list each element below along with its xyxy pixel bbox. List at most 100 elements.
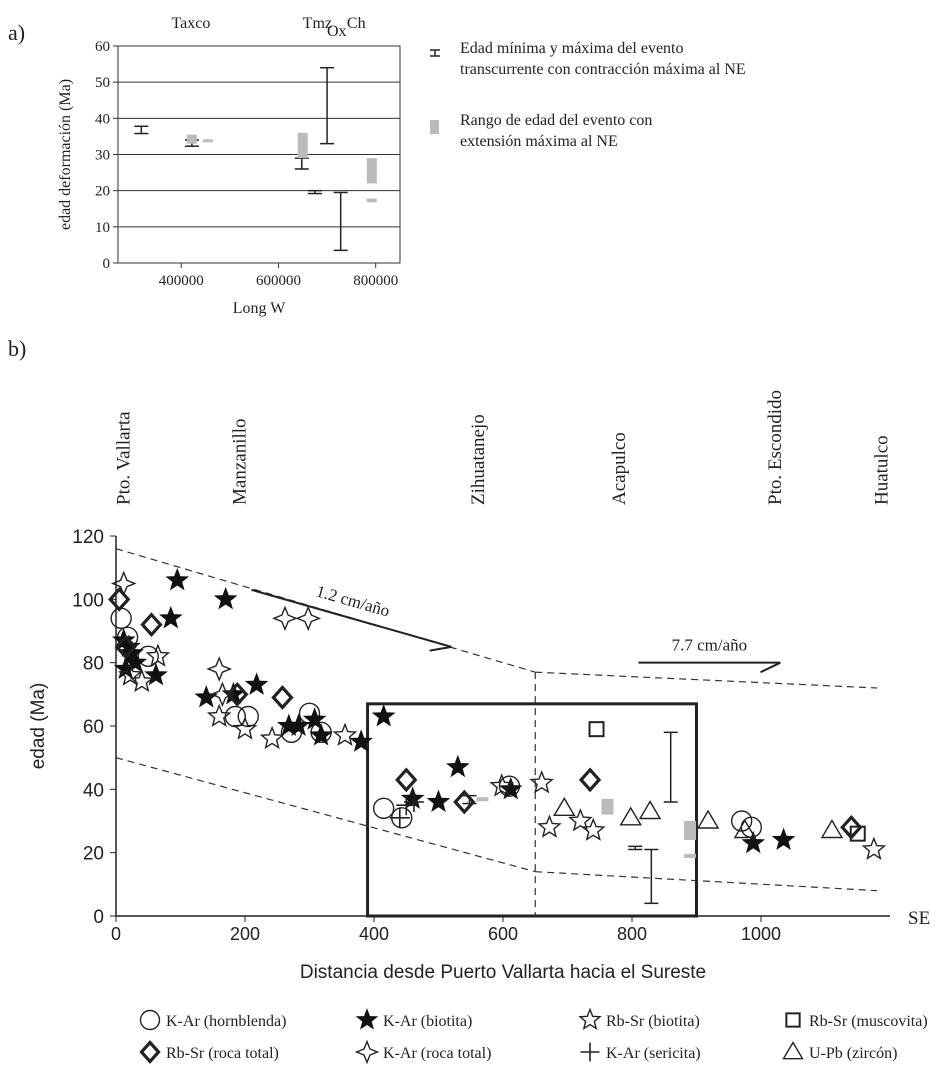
panel-a-x-tick-label: 600000 xyxy=(256,273,301,289)
marker-triangle xyxy=(782,1041,804,1060)
rate-arrow-shaft xyxy=(251,588,452,648)
panel-b-gray-bar xyxy=(476,797,489,802)
marker-filled-star xyxy=(244,672,269,695)
marker-filled-star xyxy=(400,786,425,809)
marker-open-star xyxy=(259,725,285,750)
panel-a: a) 0 10 20 30 40 50 60 400000 600000 800000 Taxco… xyxy=(8,15,746,317)
marker-open-star xyxy=(537,814,562,838)
marker-filled-star xyxy=(213,586,238,610)
marker-diamond xyxy=(114,634,137,660)
marker-triangle xyxy=(553,796,576,817)
rate-label: 7.7 cm/año xyxy=(672,636,748,655)
marker-open-4-star xyxy=(295,605,322,632)
marker-diamond xyxy=(271,685,294,710)
panel-b: b) Pto. Vallarta Manzanillo Zihuatanejo Aca… xyxy=(8,336,930,1065)
marker-open-star xyxy=(529,770,554,794)
panel-a-x-tick-label: 400000 xyxy=(159,273,204,289)
panel-b-series xyxy=(108,586,863,840)
panel-a-label: a) xyxy=(8,20,25,45)
panel-b-error-bar xyxy=(462,794,477,805)
panel-a-region-label: Ch xyxy=(347,15,366,32)
panel-b-location-label: Huatulco xyxy=(871,435,892,505)
marker-open-4-star xyxy=(354,1039,380,1065)
marker-open-star xyxy=(581,817,606,841)
panel-b-rate-annotations: 1.2 cm/año 7.7 cm/año xyxy=(251,582,781,674)
panel-b-y-axis-label: edad (Ma) xyxy=(28,683,49,770)
panel-b-highlight-box xyxy=(366,702,698,918)
marker-open-star xyxy=(861,836,887,860)
rate-arrow-head xyxy=(760,661,781,674)
panel-b-legend-entry: K-Ar (sericita) xyxy=(580,1042,701,1062)
marker-diamond xyxy=(578,767,602,793)
marker-filled-star xyxy=(194,685,219,708)
panel-b-series xyxy=(553,796,844,839)
panel-b-se-label: SE xyxy=(908,908,930,929)
marker-diamond xyxy=(840,814,863,840)
rate-arrow-head xyxy=(429,645,452,652)
panel-b-ticks: 0 20 40 60 80 100 120 0 200 400 600 800 1000 xyxy=(72,527,781,944)
panel-b-series xyxy=(110,570,322,708)
marker-open-4-star xyxy=(206,656,233,682)
panel-a-region-label: Ox xyxy=(327,23,347,40)
panel-b-y-tick-label: 20 xyxy=(83,844,104,865)
marker-triangle xyxy=(696,809,720,829)
legend-entry-text: Rb-Sr (biotita) xyxy=(606,1013,700,1030)
panel-a-x-tick-label: 800000 xyxy=(353,273,398,289)
marker-open-star xyxy=(489,773,514,797)
panel-b-x-tick-label: 600 xyxy=(488,924,518,944)
panel-b-legend-entry: Rb-Sr (biotita) xyxy=(578,1007,700,1030)
panel-a-gray-bar xyxy=(186,134,197,144)
marker-triangle xyxy=(733,819,757,839)
marker-filled-star xyxy=(302,707,327,730)
legend-entry-text: extensión máxima al NE xyxy=(460,133,618,150)
panel-a-error-bar xyxy=(307,189,322,195)
panel-b-location-label: Pto. Escondido xyxy=(765,390,786,505)
panel-b-error-bar xyxy=(644,848,659,905)
marker-filled-star xyxy=(371,704,396,727)
marker-filled-star xyxy=(498,776,523,800)
marker-open-star xyxy=(232,716,258,740)
panel-b-y-tick-label: 120 xyxy=(72,527,104,548)
marker-filled-star xyxy=(286,713,311,737)
panel-a-y-tick-label: 40 xyxy=(95,111,110,127)
panel-a-region-label: Tmz xyxy=(303,15,332,32)
panel-b-series xyxy=(117,643,887,860)
marker-cross xyxy=(403,792,424,812)
panel-a-y-tick-label: 60 xyxy=(95,39,110,55)
panel-b-location-labels: Pto. Vallarta Manzanillo Zihuatanejo Acapul… xyxy=(113,390,892,505)
panel-b-series xyxy=(111,567,796,854)
panel-a-y-tick-label: 10 xyxy=(95,220,110,236)
marker-open-4-star xyxy=(110,570,137,597)
panel-b-rate-arrow: 7.7 cm/año xyxy=(638,636,781,674)
marker-diamond xyxy=(108,586,131,612)
panel-b-x-tick-label: 400 xyxy=(359,924,389,944)
panel-a-error-bar xyxy=(333,191,348,252)
panel-b-rate-arrow: 1.2 cm/año xyxy=(251,582,452,652)
panel-a-gray-bar xyxy=(366,198,377,203)
legend-entry-text: U-Pb (zircón) xyxy=(809,1045,897,1062)
marker-open-star xyxy=(145,643,171,667)
panel-b-legend: K-Ar (hornblenda) K-Ar (biotita) Rb-Sr (bi… xyxy=(139,1007,928,1065)
panel-b-location-label: Acapulco xyxy=(609,432,630,505)
marker-open-4-star xyxy=(209,681,236,708)
marker-filled-star xyxy=(165,567,190,591)
panel-b-x-tick-label: 1000 xyxy=(741,924,781,944)
marker-filled-star xyxy=(113,656,138,680)
marker-open-4-star xyxy=(272,605,298,632)
legend-entry-text: K-Ar (biotita) xyxy=(383,1013,472,1030)
marker-diamond xyxy=(140,612,163,638)
panel-a-legend: Edad mínima y máxima del evento transcurr… xyxy=(430,40,746,150)
panel-a-y-tick-label: 20 xyxy=(95,184,110,200)
panel-b-error-bar xyxy=(628,845,643,851)
marker-circle xyxy=(372,797,395,820)
panel-b-envelope-line xyxy=(115,757,536,873)
marker-circle xyxy=(237,705,259,728)
marker-filled-star xyxy=(426,789,451,813)
marker-triangle xyxy=(619,806,642,826)
panel-b-x-axis-label: Distancia desde Puerto Vallarta hacia el… xyxy=(300,962,706,983)
panel-a-region-label: Taxco xyxy=(172,15,211,32)
panel-b-legend-entry: Rb-Sr (roca total) xyxy=(139,1040,279,1064)
panel-b-x-tick-label: 200 xyxy=(230,924,260,944)
marker-square xyxy=(588,721,605,738)
